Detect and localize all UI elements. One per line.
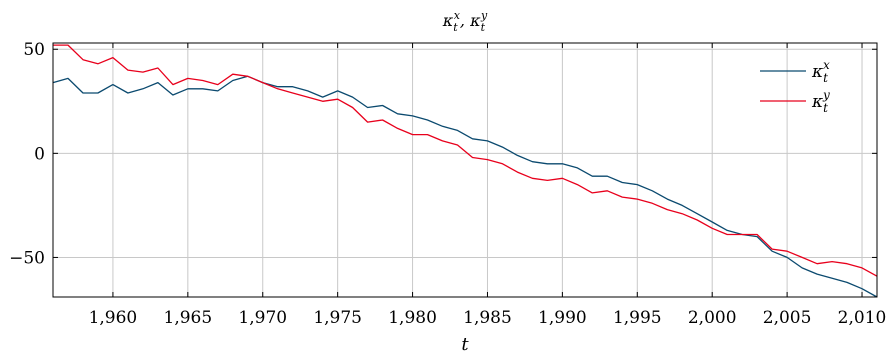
series-line-kappa-y bbox=[53, 44, 878, 277]
series-layer bbox=[52, 44, 878, 298]
x-axis-label: t bbox=[461, 334, 469, 355]
y-tick-label: 0 bbox=[34, 144, 45, 164]
x-tick-label: 1,975 bbox=[313, 308, 362, 328]
x-tick-label: 1,970 bbox=[238, 308, 287, 328]
x-tick-label: 1,980 bbox=[388, 308, 437, 328]
legend-label-kappa-x: κtx bbox=[811, 58, 830, 85]
x-tick-label: 1,960 bbox=[89, 308, 138, 328]
x-tick-label: 1,985 bbox=[463, 308, 512, 328]
series-line-kappa-x bbox=[52, 75, 878, 298]
grid bbox=[53, 43, 877, 297]
x-tick-label: 2,010 bbox=[838, 308, 887, 328]
legend: κtx κty bbox=[760, 58, 830, 115]
plot-frame bbox=[52, 42, 878, 298]
x-tick-label: 2,005 bbox=[763, 308, 812, 328]
y-tick-label: −50 bbox=[9, 248, 45, 268]
ticks: 1,960 1,965 1,970 1,975 1,980 1,985 1,990 1,995… bbox=[9, 40, 886, 328]
x-tick-label: 1,990 bbox=[538, 308, 587, 328]
legend-label-kappa-y: κty bbox=[811, 88, 830, 115]
x-tick-label: 1,965 bbox=[164, 308, 213, 328]
chart-title: κtx, κty bbox=[442, 9, 488, 34]
x-tick-label: 1,995 bbox=[613, 308, 662, 328]
y-tick-label: 50 bbox=[23, 40, 45, 60]
x-tick-label: 2,000 bbox=[688, 308, 737, 328]
